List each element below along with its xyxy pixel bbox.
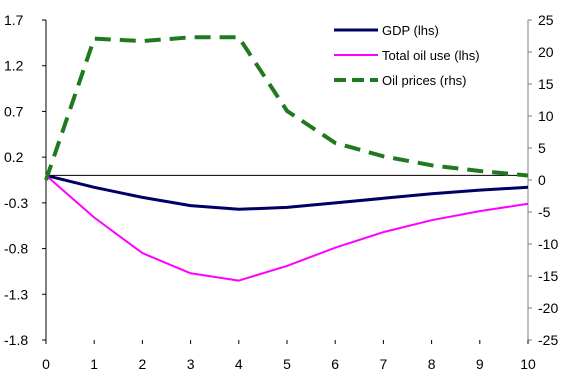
- series-line-gdp-lhs: [45, 173, 529, 211]
- right-tick-label: -15: [538, 268, 558, 284]
- left-tick-label: 0.7: [4, 103, 24, 119]
- legend: GDP (lhs) Total oil use (lhs) Oil prices (…: [334, 23, 480, 88]
- x-tick-label: 0: [42, 356, 50, 372]
- left-tick-label: 1.7: [4, 12, 24, 28]
- right-tick-label: 15: [538, 76, 554, 92]
- left-tick-label: -1.3: [4, 286, 28, 302]
- right-tick-label: 5: [538, 140, 546, 156]
- left-tick-label: 1.2: [4, 58, 24, 74]
- series-line-oil-prices-rhs: [44, 35, 529, 181]
- series-layer: [44, 35, 529, 282]
- x-tick-label: 4: [235, 356, 243, 372]
- right-tick-label: 20: [538, 44, 554, 60]
- legend-label: Total oil use (lhs): [382, 48, 480, 63]
- left-tick-label: -0.3: [4, 195, 28, 211]
- right-tick-label: -10: [538, 236, 558, 252]
- x-tick-label: 6: [331, 356, 339, 372]
- right-tick-label: -25: [538, 332, 558, 348]
- left-tick-label: -0.8: [4, 241, 28, 257]
- right-tick-label: 25: [538, 12, 554, 28]
- x-tick-label: 3: [187, 356, 195, 372]
- axes-layer: 1.71.20.70.2-0.3-0.8-1.3-1.82520151050-5…: [4, 12, 558, 372]
- x-tick-label: 7: [380, 356, 388, 372]
- legend-label: GDP (lhs): [382, 23, 439, 38]
- x-tick-label: 2: [139, 356, 147, 372]
- left-tick-label: 0.2: [4, 149, 24, 165]
- left-tick-label: -1.8: [4, 332, 28, 348]
- x-tick-label: 9: [476, 356, 484, 372]
- x-tick-label: 1: [90, 356, 98, 372]
- right-tick-label: -20: [538, 300, 558, 316]
- right-tick-label: -5: [538, 204, 551, 220]
- right-tick-label: 0: [538, 172, 546, 188]
- x-tick-label: 10: [520, 356, 536, 372]
- series-line-total-oil-use-lhs: [45, 174, 529, 282]
- x-tick-label: 8: [428, 356, 436, 372]
- right-tick-label: 10: [538, 108, 554, 124]
- x-tick-label: 5: [283, 356, 291, 372]
- legend-label: Oil prices (rhs): [382, 73, 467, 88]
